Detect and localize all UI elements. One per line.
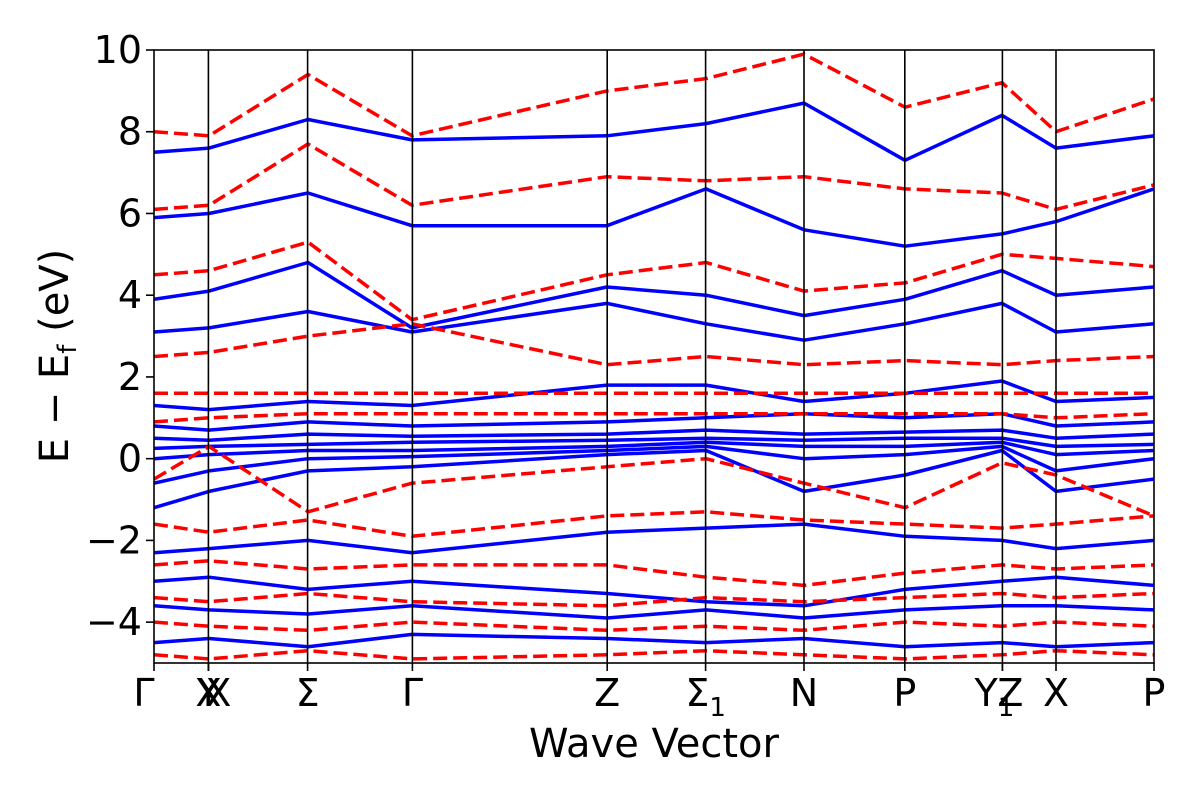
- y-tick-label: −4: [86, 600, 142, 644]
- y-tick-label: 8: [118, 110, 142, 154]
- kpoint-separators: [207, 50, 1057, 663]
- y-tick-label: 4: [118, 273, 142, 317]
- x-tick-label: X: [1043, 671, 1069, 715]
- y-axis-label-subscript: f: [53, 344, 83, 354]
- y-tick-label: 0: [118, 437, 142, 481]
- x-tick-label: Z: [997, 671, 1023, 715]
- y-axis-label-unit: (eV): [32, 249, 78, 345]
- x-tick-label: Σ1: [685, 671, 726, 723]
- x-tick-label: P: [893, 671, 916, 715]
- x-tick-label: Z: [594, 671, 620, 715]
- y-tick-label: 2: [118, 355, 142, 399]
- x-tick-label: N: [790, 671, 818, 715]
- y-tick-label: 10: [94, 28, 142, 72]
- dashed-band-line: [154, 510, 1154, 539]
- x-tick-label: Y1: [974, 671, 1015, 723]
- x-tick-label: X: [205, 671, 231, 715]
- dashed-band-line: [154, 322, 1154, 367]
- x-tick-label: X: [195, 671, 221, 715]
- y-axis-label: E − Ef (eV): [32, 249, 83, 464]
- x-tick-label: Y: [196, 671, 221, 715]
- x-axis-label: Wave Vector: [529, 721, 780, 767]
- x-tick-label: Σ: [296, 671, 320, 715]
- x-tick-label: P: [1143, 671, 1166, 715]
- x-tick-label: Γ: [402, 671, 423, 715]
- x-axis-ticks: Γ XXY Σ Γ Z Σ1 N P Y1Z X P: [133, 663, 1165, 723]
- x-tick-label: Γ: [133, 671, 154, 715]
- y-tick-label: −2: [86, 518, 142, 562]
- y-axis-label-main: E − E: [32, 354, 78, 464]
- y-axis-ticks: −4 −2 0 2 4 6 8 10: [86, 28, 154, 644]
- y-tick-label: 6: [118, 191, 142, 235]
- plot-frame: [153, 49, 1155, 664]
